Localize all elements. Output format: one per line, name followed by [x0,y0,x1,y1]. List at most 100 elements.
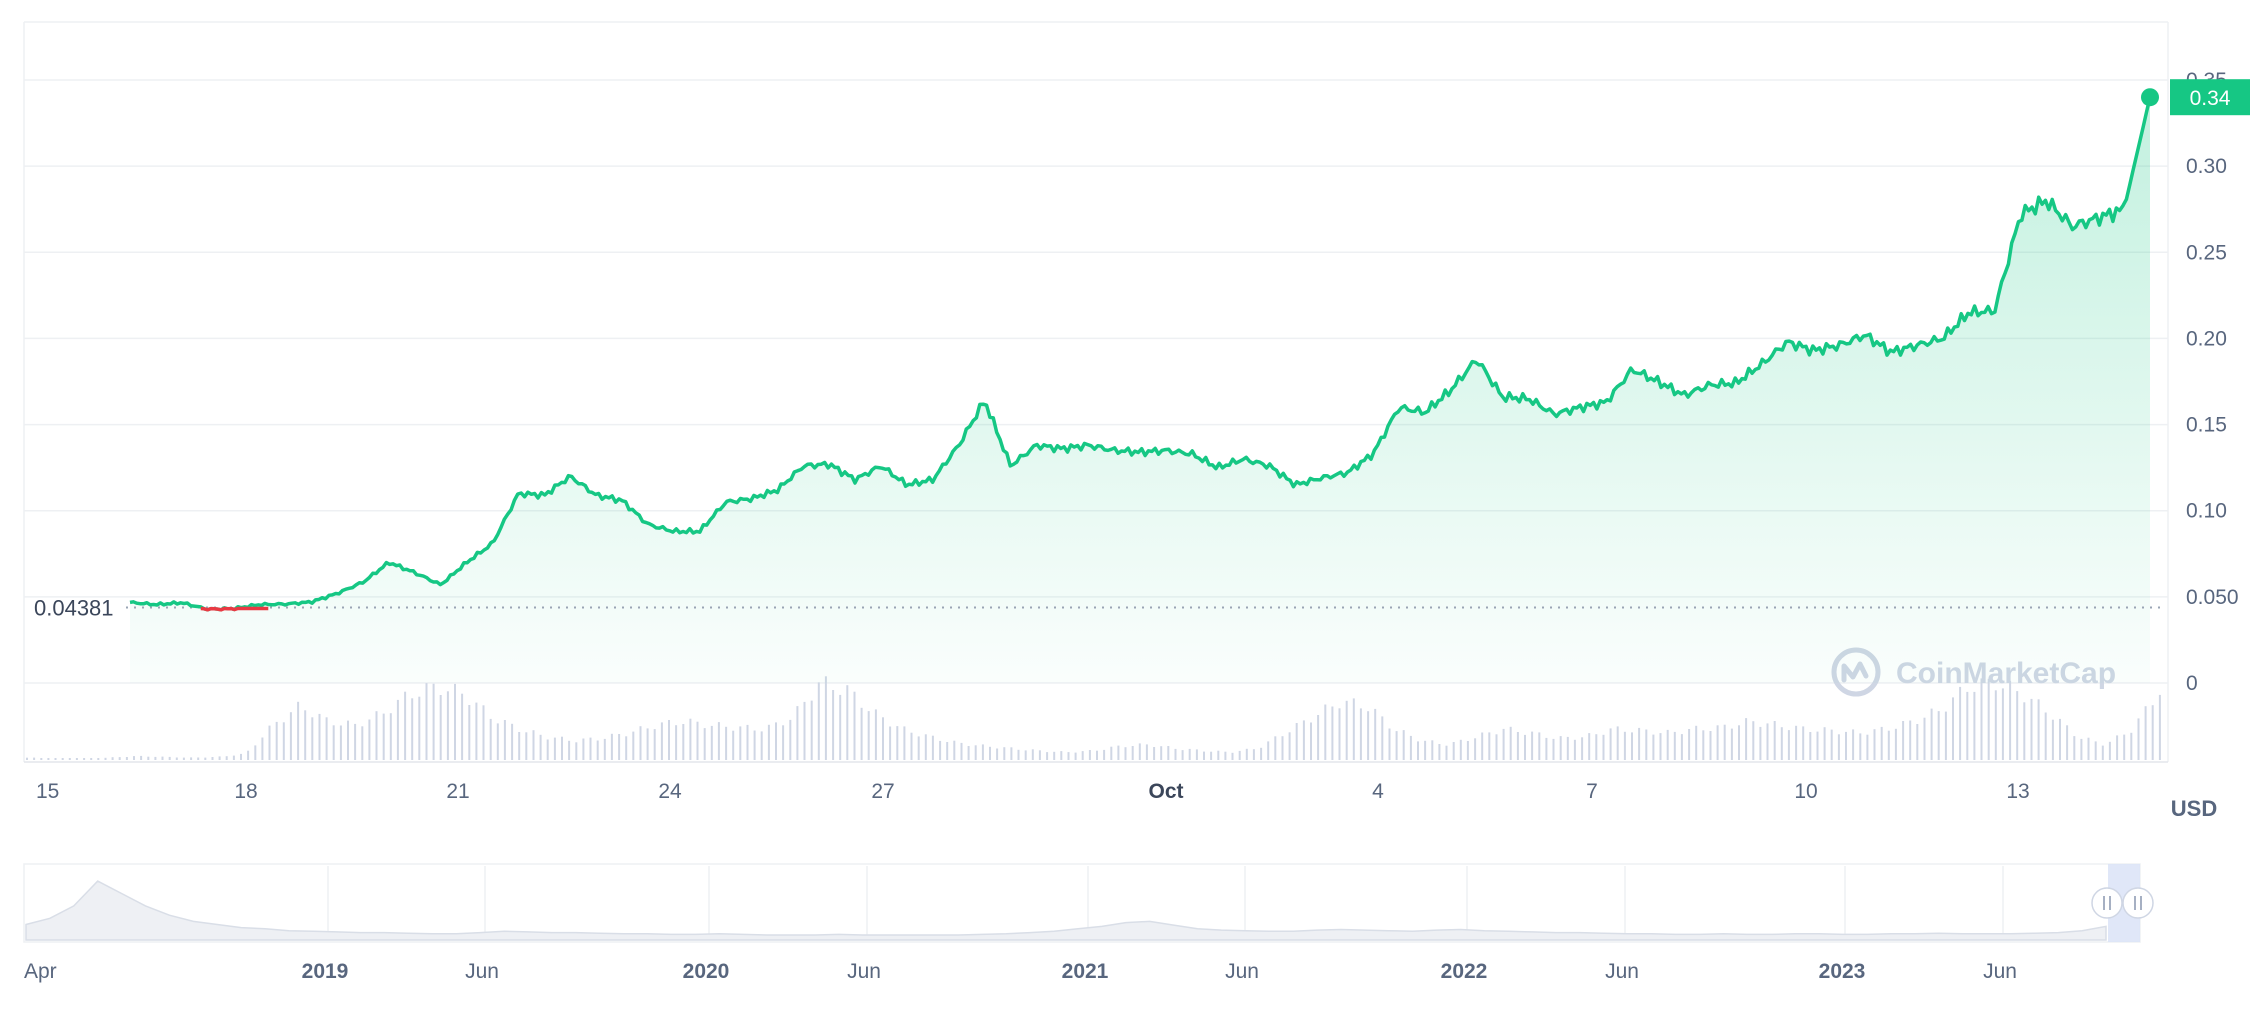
volume-bar [974,745,977,760]
reference-price-label: 0.04381 [34,596,114,621]
navigator-axis-ticks: Apr 2019 Jun 2020 Jun 2021 Jun 2022 Jun 2023 Jun [24,960,2017,983]
volume-bar [1916,724,1919,760]
volume-bar [596,740,599,760]
volume-bar [1345,700,1348,760]
volume-bar [1153,747,1156,760]
volume-bar [496,723,499,760]
volume-bar [653,729,656,760]
volume-bar [1730,728,1733,760]
navigator-right-handle[interactable] [2122,887,2154,919]
volume-bar [461,693,464,760]
volume-bar [2030,698,2033,760]
range-navigator[interactable] [23,863,2154,943]
volume-bar [1616,726,1619,760]
volume-bar [903,726,906,760]
volume-bar [282,722,285,760]
volume-bar [1003,747,1006,760]
volume-bar [1174,748,1177,760]
volume-bar [1238,750,1241,760]
volume-bar [2158,694,2161,760]
volume-bar [1138,743,1141,760]
x-tick-label: 4 [1372,780,1384,803]
volume-bar [1459,739,1462,760]
volume-bar [75,758,78,760]
volume-bar [1431,740,1434,760]
volume-bar [1887,730,1890,760]
volume-bar [732,730,735,760]
volume-bar [2116,735,2119,760]
volume-bar [1074,752,1077,760]
volume-bar [1552,738,1555,760]
volume-bar [247,750,250,760]
volume-bar [1966,691,1969,760]
volume-bar [1524,734,1526,760]
currency-label: USD [2171,796,2217,821]
volume-bar [1438,744,1441,760]
volume-bar [1723,724,1726,760]
volume-bar [760,731,763,760]
navigator-history-area [25,880,2107,941]
volume-bar [197,757,200,760]
volume-bar [1602,734,1605,760]
volume-bar [1367,711,1370,760]
volume-bar [1645,729,1648,760]
y-tick-label: 0.10 [2186,500,2227,523]
volume-bar [190,757,193,760]
navigator-tick-label: Jun [1605,960,1639,983]
volume-bar [703,728,706,760]
volume-bar [1937,711,1940,760]
volume-bar [446,691,449,760]
y-tick-label: 0.15 [2186,414,2227,437]
volume-bar [1452,742,1455,760]
volume-bar [553,737,556,760]
volume-bar [1980,678,1983,760]
volume-bar [546,739,549,760]
volume-bar [147,756,150,760]
volume-bar [439,695,442,760]
volume-bar [1994,690,1997,760]
volume-bar [632,731,635,760]
volume-bar [354,723,357,760]
volume-bar [1217,750,1220,760]
volume-bar [1581,737,1584,760]
volume-bar [1131,746,1134,760]
volume-bar [696,721,699,760]
volume-bar [375,711,378,760]
volume-bar [1424,740,1427,760]
volume-bar [289,712,292,760]
volume-bar [389,713,392,760]
volume-bar [1652,734,1655,760]
x-tick-label: 7 [1586,780,1598,803]
volume-bar [1031,749,1034,760]
volume-bar [1816,731,1819,760]
volume-bar [939,740,942,760]
volume-bar [1709,731,1712,760]
volume-bar [218,756,221,760]
volume-bar [1053,751,1056,760]
volume-bar [268,725,271,760]
volume-bar [1745,718,1748,760]
volume-bar [1274,736,1277,760]
volume-bar [2001,688,2004,760]
volume-bar [232,755,235,760]
navigator-left-handle[interactable] [2091,887,2123,919]
volume-bar [682,724,685,760]
volume-bar [1010,747,1013,760]
volume-bar [1495,734,1498,760]
volume-bar [689,718,692,760]
volume-bar [1623,731,1626,760]
x-tick-label: 24 [658,780,682,803]
volume-bar [525,732,528,760]
volume-bar [917,736,920,760]
volume-bar [618,734,621,760]
volume-bar [1017,749,1020,760]
volume-bar [1038,750,1041,760]
volume-bar [2094,741,2097,760]
volume-bar [817,682,820,760]
volume-bar [1088,750,1091,760]
volume-bar [1295,723,1298,760]
volume-bar [1338,708,1341,760]
volume-bar [2037,699,2040,760]
y-tick-label: 0.050 [2186,586,2239,609]
